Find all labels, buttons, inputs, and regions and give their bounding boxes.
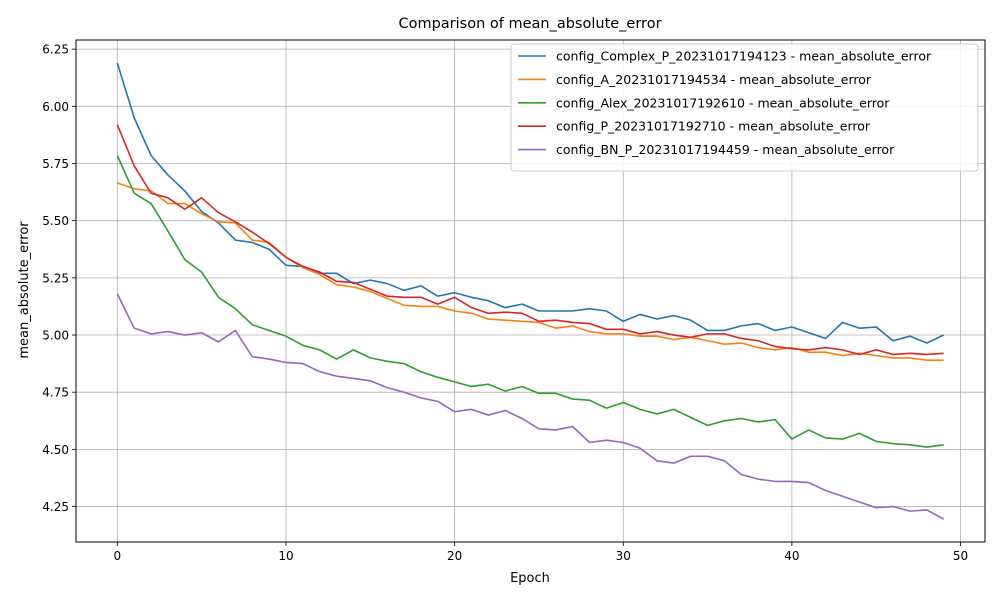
y-tick-label: 5.00: [42, 329, 69, 343]
x-tick-label: 30: [616, 549, 631, 563]
x-tick-label: 40: [784, 549, 799, 563]
series-lines: [116, 62, 945, 520]
y-tick-label: 4.25: [42, 500, 69, 514]
x-axis-ticks: 0 10 20 30 40 50: [113, 542, 968, 563]
plot-area-frame: [75, 39, 986, 543]
x-axis-label: Epoch: [510, 571, 550, 586]
chart-title: Comparison of mean_absolute_error: [398, 16, 661, 32]
y-tick-label: 5.75: [42, 157, 69, 171]
x-tick-label: 10: [278, 549, 293, 563]
y-tick-label: 6.25: [42, 43, 69, 57]
y-tick-label: 5.50: [42, 214, 69, 228]
series-line-1: [116, 62, 945, 344]
legend-box: [510, 43, 979, 172]
x-tick-label: 0: [113, 549, 121, 563]
y-axis-ticks: 4.25 4.50 4.75 5.00 5.25 5.50 5.75 6.00 6.25: [42, 43, 76, 514]
legend-label: config_BN_P_20231017194459 - mean_absolu…: [556, 142, 895, 157]
legend-label: config_P_20231017192710 - mean_absolute_…: [556, 119, 871, 134]
series-line-3: [116, 155, 944, 448]
y-tick-label: 6.00: [42, 100, 69, 114]
series-line-2: [117, 182, 944, 361]
series-line-5: [116, 293, 945, 520]
legend-label: config_A_20231017194534 - mean_absolute_…: [556, 72, 872, 87]
x-tick-label: 50: [953, 549, 968, 563]
y-tick-label: 4.50: [42, 443, 69, 457]
legend-label: config_Alex_20231017192610 - mean_absolu…: [556, 95, 890, 110]
series-line-4: [116, 124, 944, 356]
x-tick-label: 20: [447, 549, 462, 563]
y-tick-label: 5.25: [42, 271, 69, 285]
y-axis-label: mean_absolute_error: [17, 221, 32, 359]
y-tick-label: 4.75: [42, 386, 69, 400]
legend-label: config_Complex_P_20231017194123 - mean_a…: [556, 49, 932, 64]
legend: config_Complex_P_20231017194123 - mean_a…: [510, 43, 979, 172]
